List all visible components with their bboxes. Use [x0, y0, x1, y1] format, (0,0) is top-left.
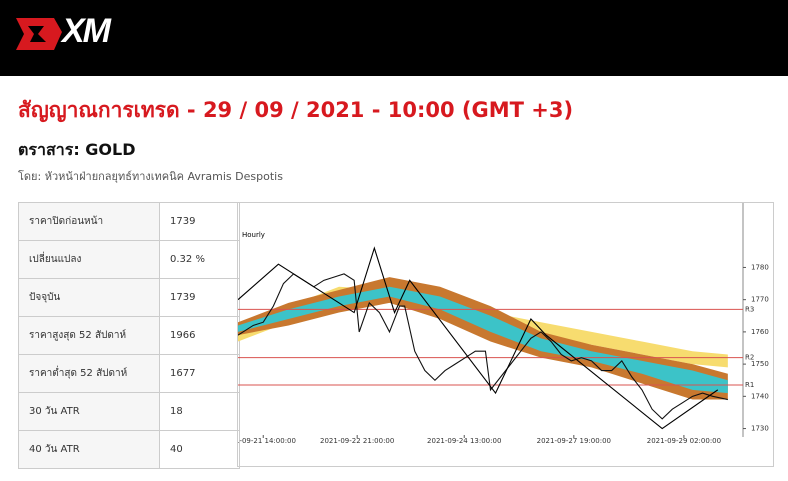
author: โดย: หัวหน้าฝ่ายกลยุทธ์ทางเทคนิค Avramis… — [18, 170, 283, 183]
label-cell: 40 วัน ATR — [18, 430, 160, 469]
table-row: 30 วัน ATR 18 — [18, 392, 240, 431]
level-label: R1 — [745, 381, 754, 389]
table-row: ราคาสูงสุด 52 สัปดาห์ 1966 — [18, 316, 240, 355]
value-cell: 1966 — [159, 316, 240, 355]
value-cell: 18 — [159, 392, 240, 431]
chart: Hourly R3 R2 R1 1730 1740 1750 1760 1770 1780 21-0… — [237, 202, 774, 467]
table-row: ราคาต่ำสุด 52 สัปดาห์ 1677 — [18, 354, 240, 393]
stats-table: ราคาปิดก่อนหน้า 1739 เปลี่ยนแปลง 0.32 % ปัจจ… — [18, 202, 240, 469]
y-tick-label: 1730 — [751, 425, 769, 433]
value-cell: 1739 — [159, 202, 240, 241]
y-tick-label: 1770 — [751, 296, 769, 304]
label-cell: ราคาปิดก่อนหน้า — [18, 202, 160, 241]
y-tick-label: 1740 — [751, 392, 769, 400]
value-cell: 40 — [159, 430, 240, 469]
instrument: ตราสาร: GOLD — [18, 140, 136, 159]
x-tick-label: 2021-09-22 21:00:00 — [320, 437, 394, 445]
value-cell: 0.32 % — [159, 240, 240, 279]
logo-icon — [16, 18, 62, 50]
y-tick-label: 1760 — [751, 328, 769, 336]
level-label: R3 — [745, 305, 754, 313]
y-tick-label: 1750 — [751, 360, 769, 368]
value-cell: 1739 — [159, 278, 240, 317]
price-line — [238, 246, 719, 430]
table-row: ปัจจุบัน 1739 — [18, 278, 240, 317]
y-tick-label: 1780 — [751, 263, 769, 271]
chart-title: Hourly — [242, 231, 265, 239]
x-tick-label: 21-09-21 14:00:00 — [237, 437, 296, 445]
label-cell: เปลี่ยนแปลง — [18, 240, 160, 279]
band — [238, 286, 728, 394]
x-tick-label: 2021-09-29 02:00:00 — [647, 437, 721, 445]
band — [238, 286, 728, 368]
value-cell: 1677 — [159, 354, 240, 393]
level-label: R2 — [745, 354, 754, 362]
header: XM — [0, 0, 788, 76]
label-cell: ราคาต่ำสุด 52 สัปดาห์ — [18, 354, 160, 393]
label-cell: ปัจจุบัน — [18, 278, 160, 317]
logo[interactable]: XM — [62, 12, 111, 50]
page-title: สัญญาณการเทรด - 29 / 09 / 2021 - 10:00 (… — [18, 98, 574, 122]
table-row: เปลี่ยนแปลง 0.32 % — [18, 240, 240, 279]
x-tick-label: 2021-09-27 19:00:00 — [537, 437, 611, 445]
table-row: ราคาปิดก่อนหน้า 1739 — [18, 202, 240, 241]
table-row: 40 วัน ATR 40 — [18, 430, 240, 469]
label-cell: ราคาสูงสุด 52 สัปดาห์ — [18, 316, 160, 355]
price-line — [238, 273, 728, 420]
label-cell: 30 วัน ATR — [18, 392, 160, 431]
x-tick-label: 2021-09-24 13:00:00 — [427, 437, 501, 445]
band — [238, 277, 728, 400]
